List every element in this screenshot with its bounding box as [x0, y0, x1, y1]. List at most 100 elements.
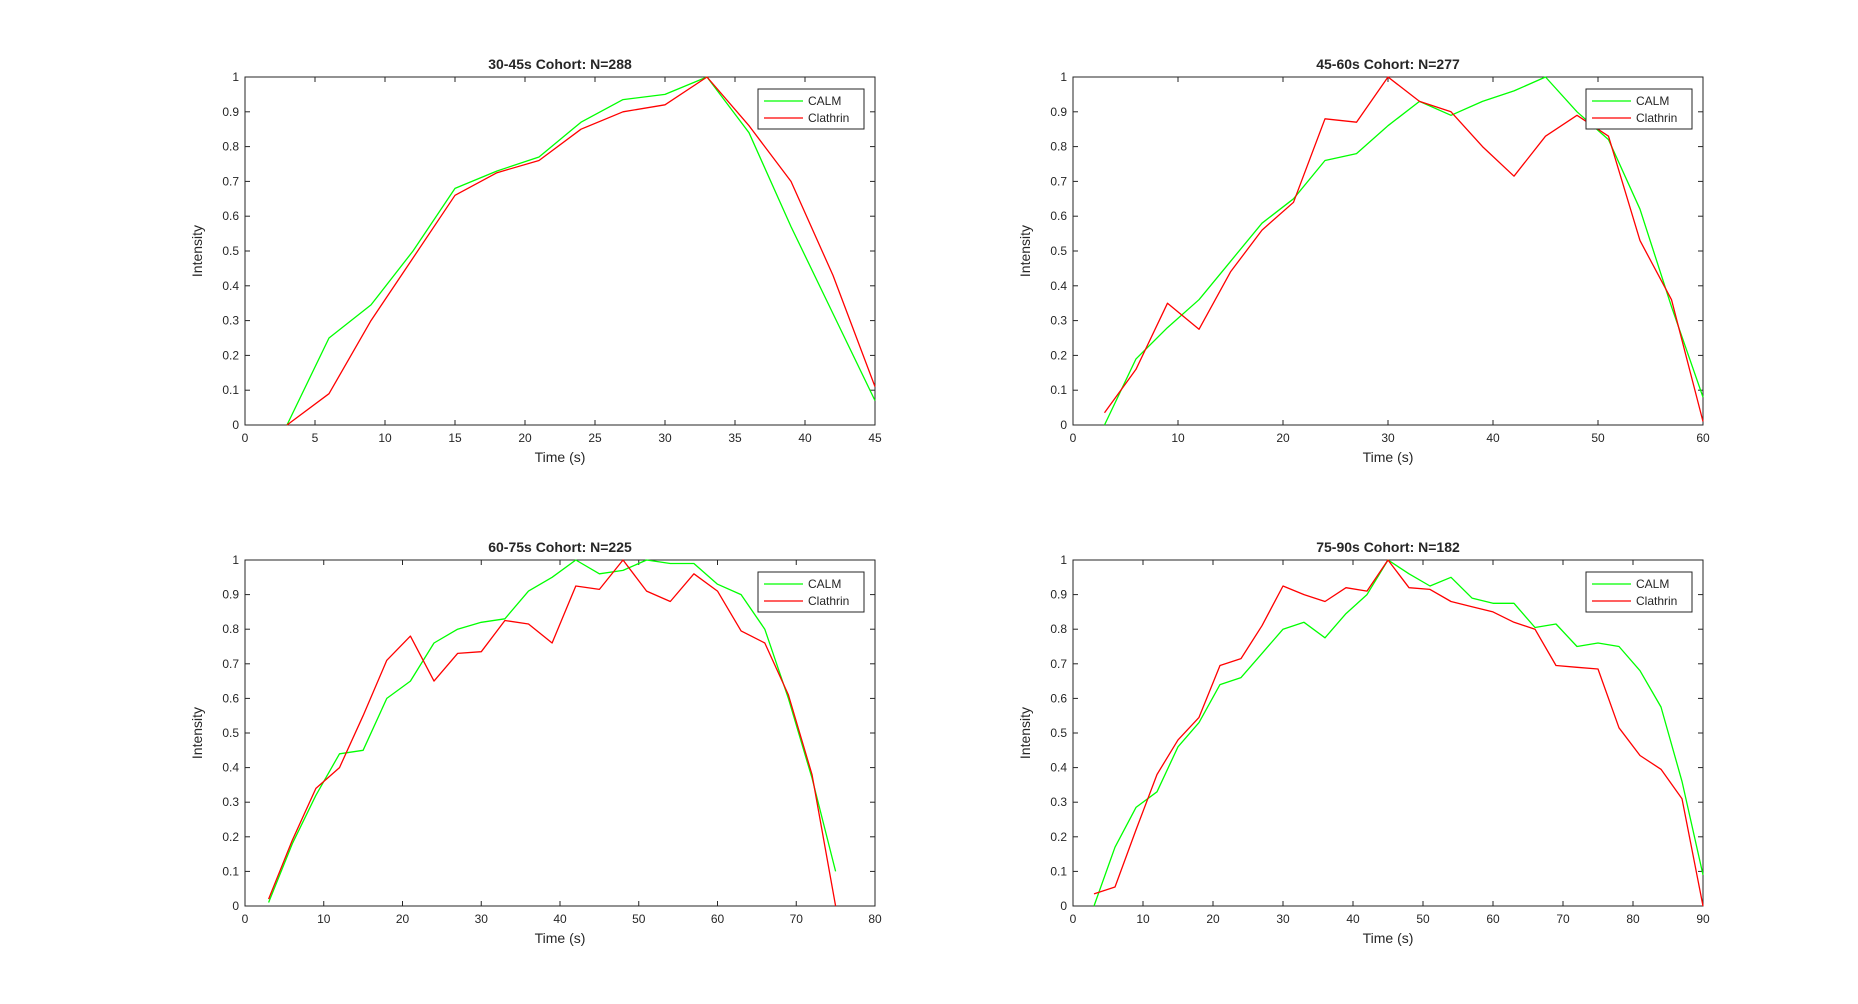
x-tick-label: 5 [312, 431, 319, 445]
y-tick-label: 0.2 [1050, 348, 1067, 362]
series-line-clathrin [267, 559, 837, 907]
y-tick-label: 0.7 [222, 174, 239, 188]
x-tick-label: 45 [868, 431, 882, 445]
y-tick-label: 0.6 [222, 691, 239, 705]
x-tick-label: 0 [242, 431, 249, 445]
x-tick-label: 30 [1276, 912, 1290, 926]
x-tick-label: 60 [1696, 431, 1710, 445]
chart-title: 30-45s Cohort: N=288 [488, 56, 632, 72]
x-axis-label: Time (s) [535, 930, 586, 946]
x-tick-label: 30 [1381, 431, 1395, 445]
chart-title: 60-75s Cohort: N=225 [488, 539, 632, 555]
y-tick-label: 0.6 [1050, 691, 1067, 705]
legend-box [1585, 88, 1693, 130]
x-tick-label: 0 [1070, 431, 1077, 445]
y-axis-label: Intensity [189, 225, 205, 277]
legend-label-clathrin: Clathrin [1636, 111, 1677, 125]
x-tick-label: 40 [798, 431, 812, 445]
x-tick-label: 40 [553, 912, 567, 926]
y-tick-label: 0.4 [1050, 279, 1067, 293]
legend: CALM Clathrin [757, 88, 865, 130]
y-tick-label: 1 [232, 553, 239, 567]
legend: CALM Clathrin [1585, 88, 1693, 130]
series-line-calm [286, 76, 876, 426]
x-tick-label: 20 [518, 431, 532, 445]
y-tick-label: 0.2 [1050, 830, 1067, 844]
y-tick-label: 0 [232, 899, 239, 913]
y-tick-label: 0.7 [1050, 174, 1067, 188]
x-tick-label: 20 [1206, 912, 1220, 926]
x-tick-label: 50 [1416, 912, 1430, 926]
x-tick-label: 50 [632, 912, 646, 926]
y-tick-label: 0.8 [222, 622, 239, 636]
plot-area [1072, 76, 1704, 426]
x-tick-label: 20 [396, 912, 410, 926]
legend: CALM Clathrin [1585, 571, 1693, 613]
x-tick-label: 10 [1171, 431, 1185, 445]
y-tick-label: 0.9 [1050, 105, 1067, 119]
x-axis-label: Time (s) [535, 449, 586, 465]
x-tick-label: 20 [1276, 431, 1290, 445]
y-tick-label: 0.8 [1050, 622, 1067, 636]
y-tick-label: 0.6 [1050, 209, 1067, 223]
y-tick-label: 0 [1060, 899, 1067, 913]
y-tick-label: 1 [1060, 70, 1067, 84]
x-tick-label: 10 [378, 431, 392, 445]
x-axis-label: Time (s) [1363, 930, 1414, 946]
x-tick-label: 0 [242, 912, 249, 926]
series-line-clathrin [1093, 559, 1704, 907]
x-tick-label: 15 [448, 431, 462, 445]
y-tick-label: 0.5 [1050, 726, 1067, 740]
legend-box [1585, 571, 1693, 613]
legend-label-clathrin: Clathrin [808, 594, 849, 608]
y-tick-label: 0.4 [222, 279, 239, 293]
subplot-4: 0 10 20 30 40 50 60 70 80 90 0 0.1 0.2 0.3 0.4 0.5 0.6 0.… [1017, 539, 1710, 946]
x-tick-label: 10 [317, 912, 331, 926]
x-tick-label: 40 [1346, 912, 1360, 926]
chart-title: 45-60s Cohort: N=277 [1316, 56, 1460, 72]
y-tick-label: 0.8 [222, 140, 239, 154]
y-tick-label: 0.5 [222, 244, 239, 258]
series-line-calm [1103, 76, 1704, 426]
y-tick-label: 0.1 [222, 383, 239, 397]
y-tick-label: 0.1 [222, 864, 239, 878]
plot-area [244, 559, 876, 907]
x-tick-label: 80 [1626, 912, 1640, 926]
legend-label-calm: CALM [1636, 577, 1669, 591]
y-tick-label: 0.5 [1050, 244, 1067, 258]
x-tick-label: 50 [1591, 431, 1605, 445]
y-tick-label: 0.1 [1050, 383, 1067, 397]
y-tick-label: 0.9 [222, 105, 239, 119]
legend-box [757, 571, 865, 613]
subplot-3: 0 10 20 30 40 50 60 70 80 0 0.1 0.2 0.3 0.4 0.5 0.6 0.7 0… [189, 539, 882, 946]
y-tick-label: 0.7 [1050, 657, 1067, 671]
legend: CALM Clathrin [757, 571, 865, 613]
y-tick-label: 0.2 [222, 348, 239, 362]
x-axis-label: Time (s) [1363, 449, 1414, 465]
series-line-calm [1093, 559, 1704, 907]
y-tick-label: 1 [232, 70, 239, 84]
legend-label-clathrin: Clathrin [1636, 594, 1677, 608]
y-tick-label: 0.3 [1050, 314, 1067, 328]
legend-label-calm: CALM [1636, 94, 1669, 108]
y-tick-label: 0.9 [1050, 588, 1067, 602]
y-tick-label: 0.3 [222, 795, 239, 809]
subplot-2: 0 10 20 30 40 50 60 0 0.1 0.2 0.3 0.4 0.5 0.6 0.7 0.8 0.… [1017, 56, 1710, 465]
series-line-calm [267, 559, 837, 903]
x-tick-label: 70 [1556, 912, 1570, 926]
x-tick-label: 25 [588, 431, 602, 445]
y-tick-label: 0.5 [222, 726, 239, 740]
y-tick-label: 0.7 [222, 657, 239, 671]
x-tick-label: 30 [658, 431, 672, 445]
plot-area [244, 76, 876, 426]
series-line-clathrin [1103, 76, 1704, 422]
x-tick-label: 60 [1486, 912, 1500, 926]
y-tick-label: 0.3 [1050, 795, 1067, 809]
series-line-clathrin [286, 76, 876, 426]
x-tick-label: 60 [711, 912, 725, 926]
y-tick-label: 0.4 [1050, 761, 1067, 775]
subplot-1: 0 5 10 15 20 25 30 35 40 45 0 0.1 0.2 0.3 0.4 0.5 0.6 0.7… [189, 56, 882, 465]
y-axis-label: Intensity [1017, 225, 1033, 277]
y-axis-label: Intensity [1017, 707, 1033, 759]
